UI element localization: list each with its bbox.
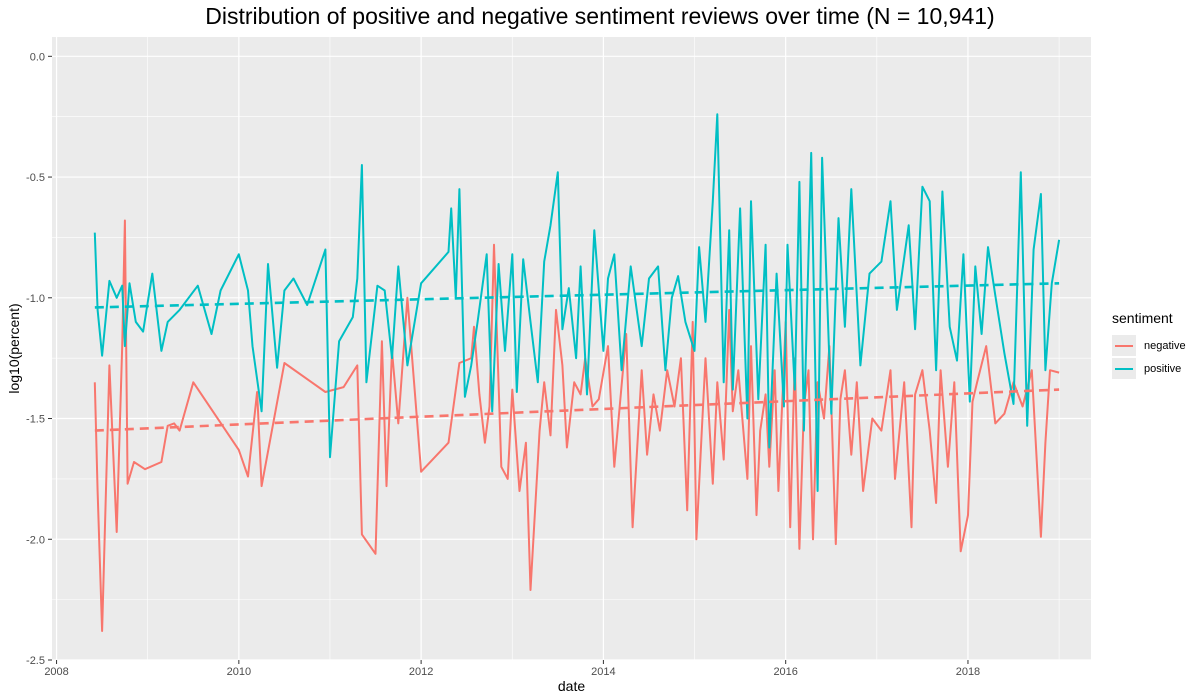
y-tick-label: -0.5 <box>26 172 45 184</box>
y-tick-label: -1.5 <box>26 414 45 426</box>
y-tick-label: -2.5 <box>26 655 45 667</box>
x-tick-label: 2014 <box>591 666 615 678</box>
y-tick-label: -1.0 <box>26 293 45 305</box>
chart-title: Distribution of positive and negative se… <box>205 3 995 29</box>
legend-label-negative: negative <box>1144 339 1186 352</box>
minor-gridlines <box>52 37 1091 660</box>
legend-key-positive <box>1112 358 1136 379</box>
x-axis-title: date <box>558 678 585 694</box>
trend-line-positive <box>94 282 1060 309</box>
series-line-negative <box>93 219 1060 632</box>
trend-line-negative <box>94 388 1060 432</box>
legend: sentiment negative positive <box>1112 310 1198 380</box>
x-axis-ticks: 2008 2010 2012 2014 2016 2018 <box>44 660 980 678</box>
series-lines <box>93 113 1061 632</box>
legend-swatch-negative <box>1115 345 1133 347</box>
legend-swatch-positive <box>1115 368 1133 370</box>
major-gridlines <box>52 37 1091 661</box>
x-tick-label: 2010 <box>227 666 251 678</box>
y-tick-label: 0.0 <box>30 51 45 63</box>
series-line-positive <box>93 113 1061 492</box>
x-tick-label: 2018 <box>956 666 980 678</box>
y-axis-ticks: -2.5 -2.0 -1.5 -1.0 -0.5 0.0 <box>26 51 52 667</box>
y-axis-title: log10(percent) <box>6 303 22 393</box>
legend-key-negative <box>1112 335 1136 356</box>
legend-label-positive: positive <box>1144 362 1182 375</box>
plot-panel <box>52 37 1091 660</box>
legend-item-negative: negative <box>1112 334 1198 357</box>
x-tick-label: 2008 <box>44 666 68 678</box>
trend-lines <box>94 282 1060 432</box>
legend-item-positive: positive <box>1112 357 1198 380</box>
x-tick-label: 2016 <box>773 666 797 678</box>
x-tick-label: 2012 <box>409 666 433 678</box>
y-tick-label: -2.0 <box>26 534 45 546</box>
legend-title: sentiment <box>1112 310 1173 326</box>
